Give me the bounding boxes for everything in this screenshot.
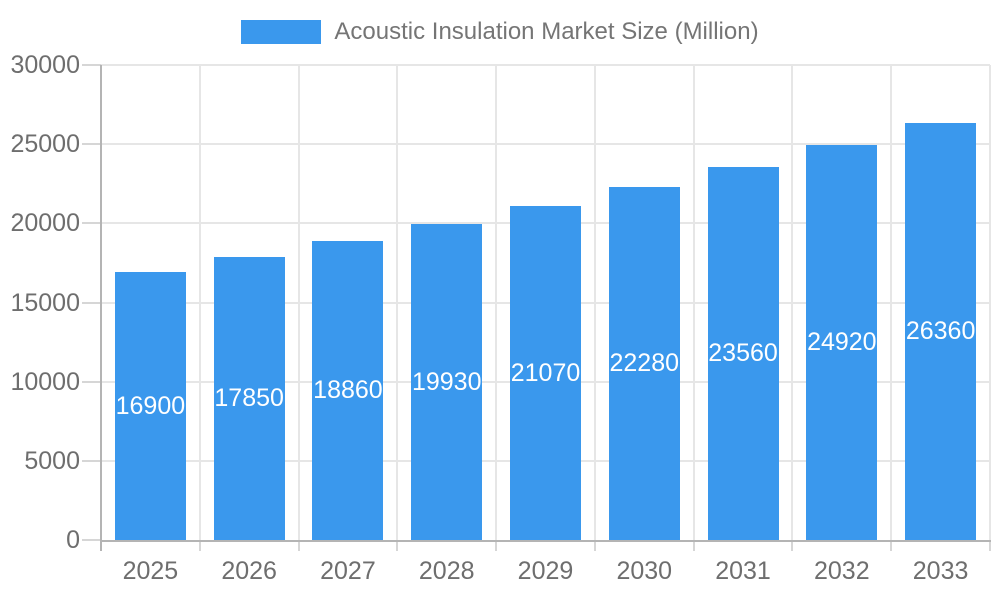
x-tick [396,542,399,551]
y-tick-label: 20000 [10,209,80,238]
bar[interactable]: 16900 [114,272,186,540]
x-tick-label: 2026 [221,557,277,585]
x-gridline [396,65,399,540]
bar[interactable]: 24920 [806,145,878,540]
y-tick-label: 10000 [10,367,80,396]
x-gridline [989,65,991,540]
y-tick [82,539,101,541]
x-tick-label: 2030 [616,557,673,585]
legend-item[interactable]: Acoustic Insulation Market Size (Million… [0,19,1000,45]
bar-value-label: 26360 [905,316,976,345]
x-tick-label: 2033 [912,557,969,585]
y-gridline [101,143,990,146]
y-tick [82,380,101,383]
x-tick [890,542,893,551]
x-gridline [297,65,300,540]
y-tick [82,64,101,66]
bar-value-label: 16900 [115,391,186,420]
x-gridline [890,65,893,540]
x-tick-label: 2025 [122,557,179,585]
y-tick-label: 25000 [10,130,80,159]
x-tick-label: 2028 [418,557,475,585]
y-tick [82,459,101,462]
x-tick [495,542,498,551]
bar-value-label: 18860 [313,376,383,405]
x-tick [989,542,991,551]
bar[interactable]: 17850 [213,257,285,540]
y-tick-label: 0 [66,526,80,554]
bar-value-label: 24920 [807,328,877,357]
y-axis-line [100,65,102,551]
bar[interactable]: 18860 [312,241,384,540]
y-tick [82,143,101,146]
x-tick [791,542,794,551]
x-gridline [495,65,498,540]
x-gridline [593,65,596,540]
x-tick-label: 2027 [320,557,376,585]
x-tick [692,542,695,551]
bar-value-label: 22280 [609,349,680,378]
y-tick-label: 5000 [24,446,80,475]
x-axis-line [100,540,991,542]
bar[interactable]: 23560 [707,166,779,540]
bar[interactable]: 22280 [608,187,680,540]
x-tick [198,542,201,551]
bar[interactable]: 19930 [411,224,483,540]
x-tick [297,542,300,551]
y-tick [82,301,101,304]
x-gridline [198,65,201,540]
bar-value-label: 19930 [411,367,482,396]
y-tick-label: 30000 [10,51,80,79]
bar[interactable]: 26360 [905,122,977,540]
y-gridline [101,64,990,66]
y-tick-label: 15000 [10,288,80,317]
y-tick [82,222,101,225]
bar[interactable]: 21070 [510,206,581,540]
legend-swatch [241,20,322,44]
legend-label: Acoustic Insulation Market Size (Million… [334,18,759,45]
x-gridline [791,65,794,540]
x-tick-label: 2032 [814,557,870,585]
bar-value-label: 23560 [708,338,778,367]
x-gridline [692,65,695,540]
bar-value-label: 21070 [510,358,581,387]
x-tick-label: 2031 [715,557,771,585]
bar-value-label: 17850 [214,384,284,413]
x-tick [593,542,596,551]
x-tick-label: 2029 [517,557,574,585]
